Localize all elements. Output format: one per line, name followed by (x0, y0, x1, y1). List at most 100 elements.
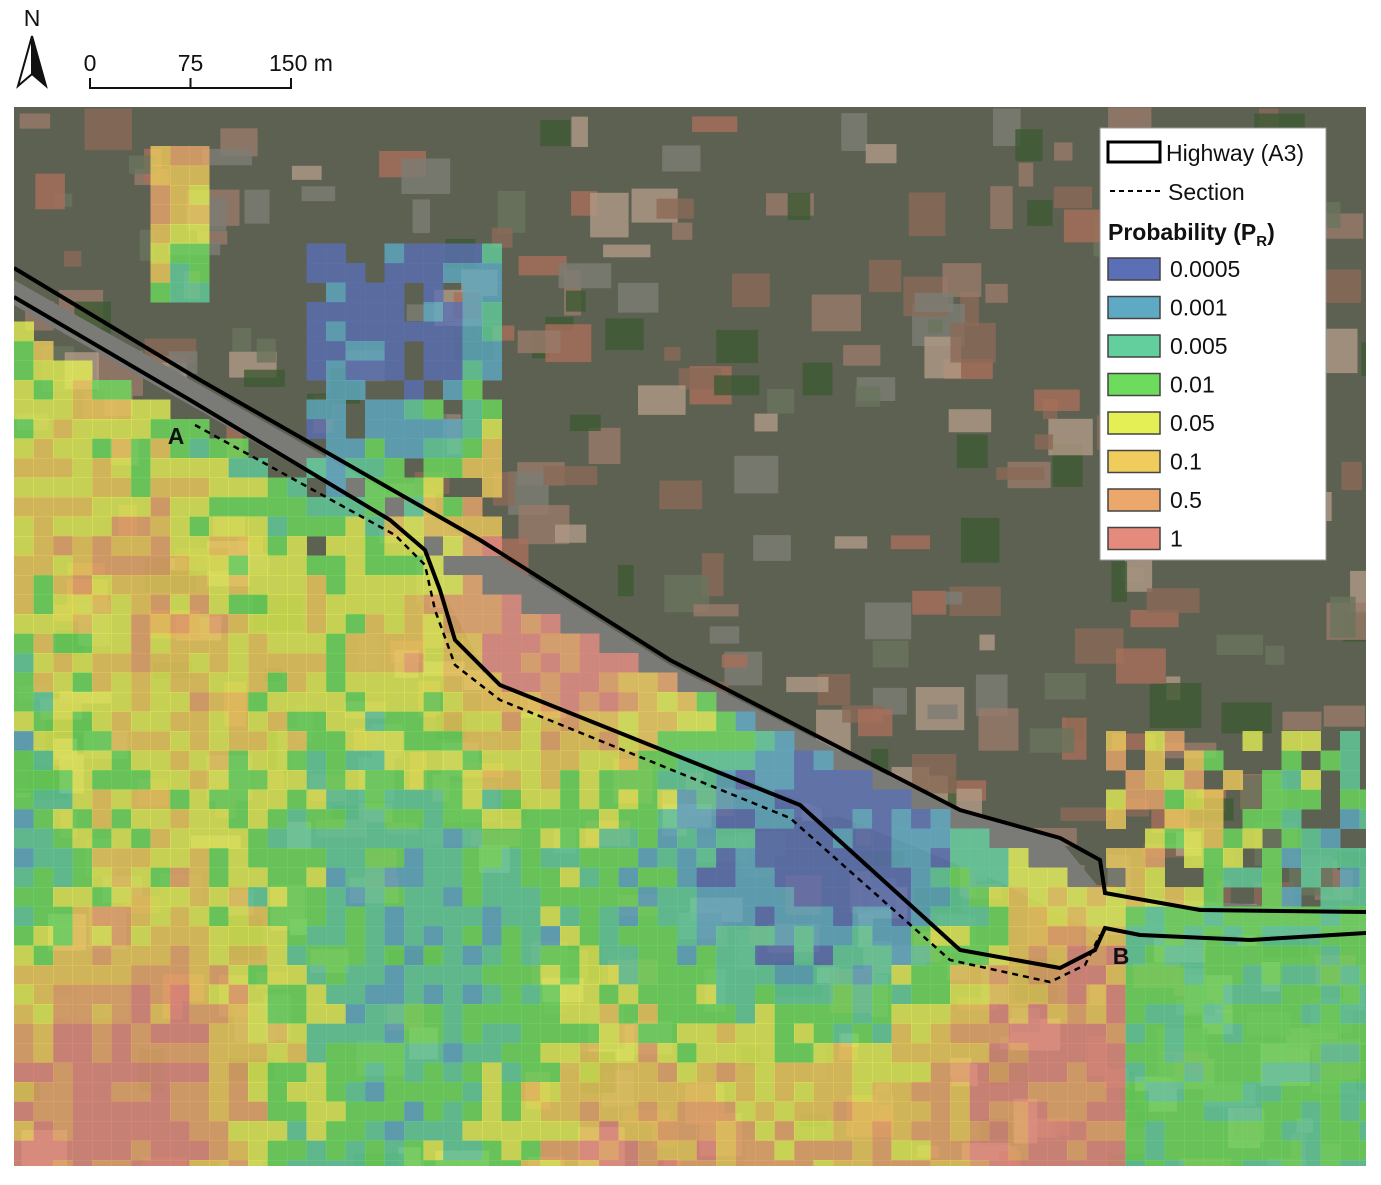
probability-cell (1242, 1062, 1263, 1083)
probability-cell (1028, 965, 1048, 985)
probability-cell (170, 1082, 190, 1102)
probability-cell (287, 516, 307, 537)
probability-cell (33, 653, 54, 673)
probability-cell (404, 750, 424, 771)
probability-cell (404, 1160, 424, 1166)
probability-cell (14, 672, 34, 693)
probability-cell (248, 828, 268, 849)
probability-cell (852, 1121, 873, 1141)
probability-cell (228, 906, 249, 927)
probability-cell (384, 536, 405, 556)
probability-cell (267, 945, 288, 966)
probability-cell (1359, 1062, 1366, 1083)
probability-cell (1359, 1140, 1366, 1161)
urban-block (1365, 1159, 1366, 1166)
probability-cell (482, 321, 502, 342)
probability-cell (384, 575, 405, 595)
probability-cell (755, 848, 775, 868)
urban-block (843, 345, 881, 366)
probability-cell (267, 1062, 288, 1083)
probability-cell (131, 965, 151, 985)
probability-cell (170, 536, 190, 556)
probability-cell (248, 789, 268, 810)
probability-cell (404, 536, 424, 556)
probability-cell (306, 887, 327, 907)
probability-cell (638, 692, 658, 712)
probability-cell (306, 906, 327, 927)
probability-cell (384, 750, 405, 771)
probability-cell (53, 1121, 73, 1141)
probability-cell (365, 633, 385, 654)
probability-cell (92, 848, 112, 868)
probability-cell (170, 282, 190, 303)
probability-cell (33, 945, 54, 966)
probability-cell (92, 1023, 112, 1044)
probability-cell (462, 341, 483, 361)
urban-block (603, 244, 651, 258)
probability-cell (1281, 731, 1302, 751)
probability-cell (1281, 789, 1302, 810)
probability-cell (53, 399, 73, 420)
probability-cell (150, 399, 171, 420)
probability-cell (1008, 926, 1029, 946)
probability-cell (287, 653, 307, 673)
probability-cell (872, 1082, 892, 1102)
probability-cell (228, 984, 249, 1005)
probability-cell (1301, 731, 1321, 751)
probability-cell (521, 731, 541, 751)
probability-cell (209, 1121, 229, 1141)
probability-cell (1340, 867, 1360, 888)
probability-cell (657, 1101, 678, 1122)
probability-cell (638, 1004, 658, 1024)
probability-cell (326, 828, 346, 849)
probability-cell (755, 809, 775, 829)
probability-cell (404, 575, 424, 595)
probability-cell (14, 809, 34, 829)
probability-cell (72, 438, 93, 459)
probability-cell (92, 750, 112, 771)
probability-cell (1145, 1062, 1165, 1083)
probability-cell (248, 984, 268, 1005)
probability-cell (92, 809, 112, 829)
probability-cell (696, 848, 717, 868)
legend-title-subscript: R (1256, 233, 1267, 250)
probability-cell (638, 906, 658, 927)
probability-cell (170, 672, 190, 693)
probability-cell (306, 1101, 327, 1122)
probability-cell (345, 1062, 366, 1083)
probability-cell (813, 848, 834, 868)
urban-block (868, 259, 902, 292)
probability-cell (1203, 1004, 1224, 1024)
probability-cell (150, 555, 171, 576)
probability-cell (72, 536, 93, 556)
probability-cell (443, 1082, 463, 1102)
probability-cell (813, 1101, 834, 1122)
probability-cell (248, 945, 268, 966)
probability-cell (326, 984, 346, 1005)
probability-cell (287, 984, 307, 1005)
probability-cell (345, 1121, 366, 1141)
probability-cell (989, 848, 1009, 868)
probability-cell (1008, 1082, 1029, 1102)
probability-cell (521, 750, 541, 771)
probability-cell (131, 614, 151, 634)
probability-cell (911, 926, 931, 946)
probability-cell (735, 1101, 756, 1122)
probability-cell (774, 731, 795, 751)
probability-cell (852, 867, 873, 888)
probability-cell (1067, 1043, 1087, 1063)
probability-cell (267, 692, 288, 712)
urban-block (617, 564, 634, 597)
probability-cell (345, 1101, 366, 1122)
probability-cell (14, 887, 34, 907)
probability-cell (501, 1160, 522, 1166)
probability-cell (209, 497, 229, 517)
probability-cell (404, 1062, 424, 1083)
probability-cell (735, 1140, 756, 1161)
probability-cell (618, 1023, 639, 1044)
probability-cell (423, 731, 444, 751)
probability-cell (1223, 926, 1243, 946)
probability-cell (33, 906, 54, 927)
probability-cell (189, 828, 210, 849)
probability-cell (521, 984, 541, 1005)
